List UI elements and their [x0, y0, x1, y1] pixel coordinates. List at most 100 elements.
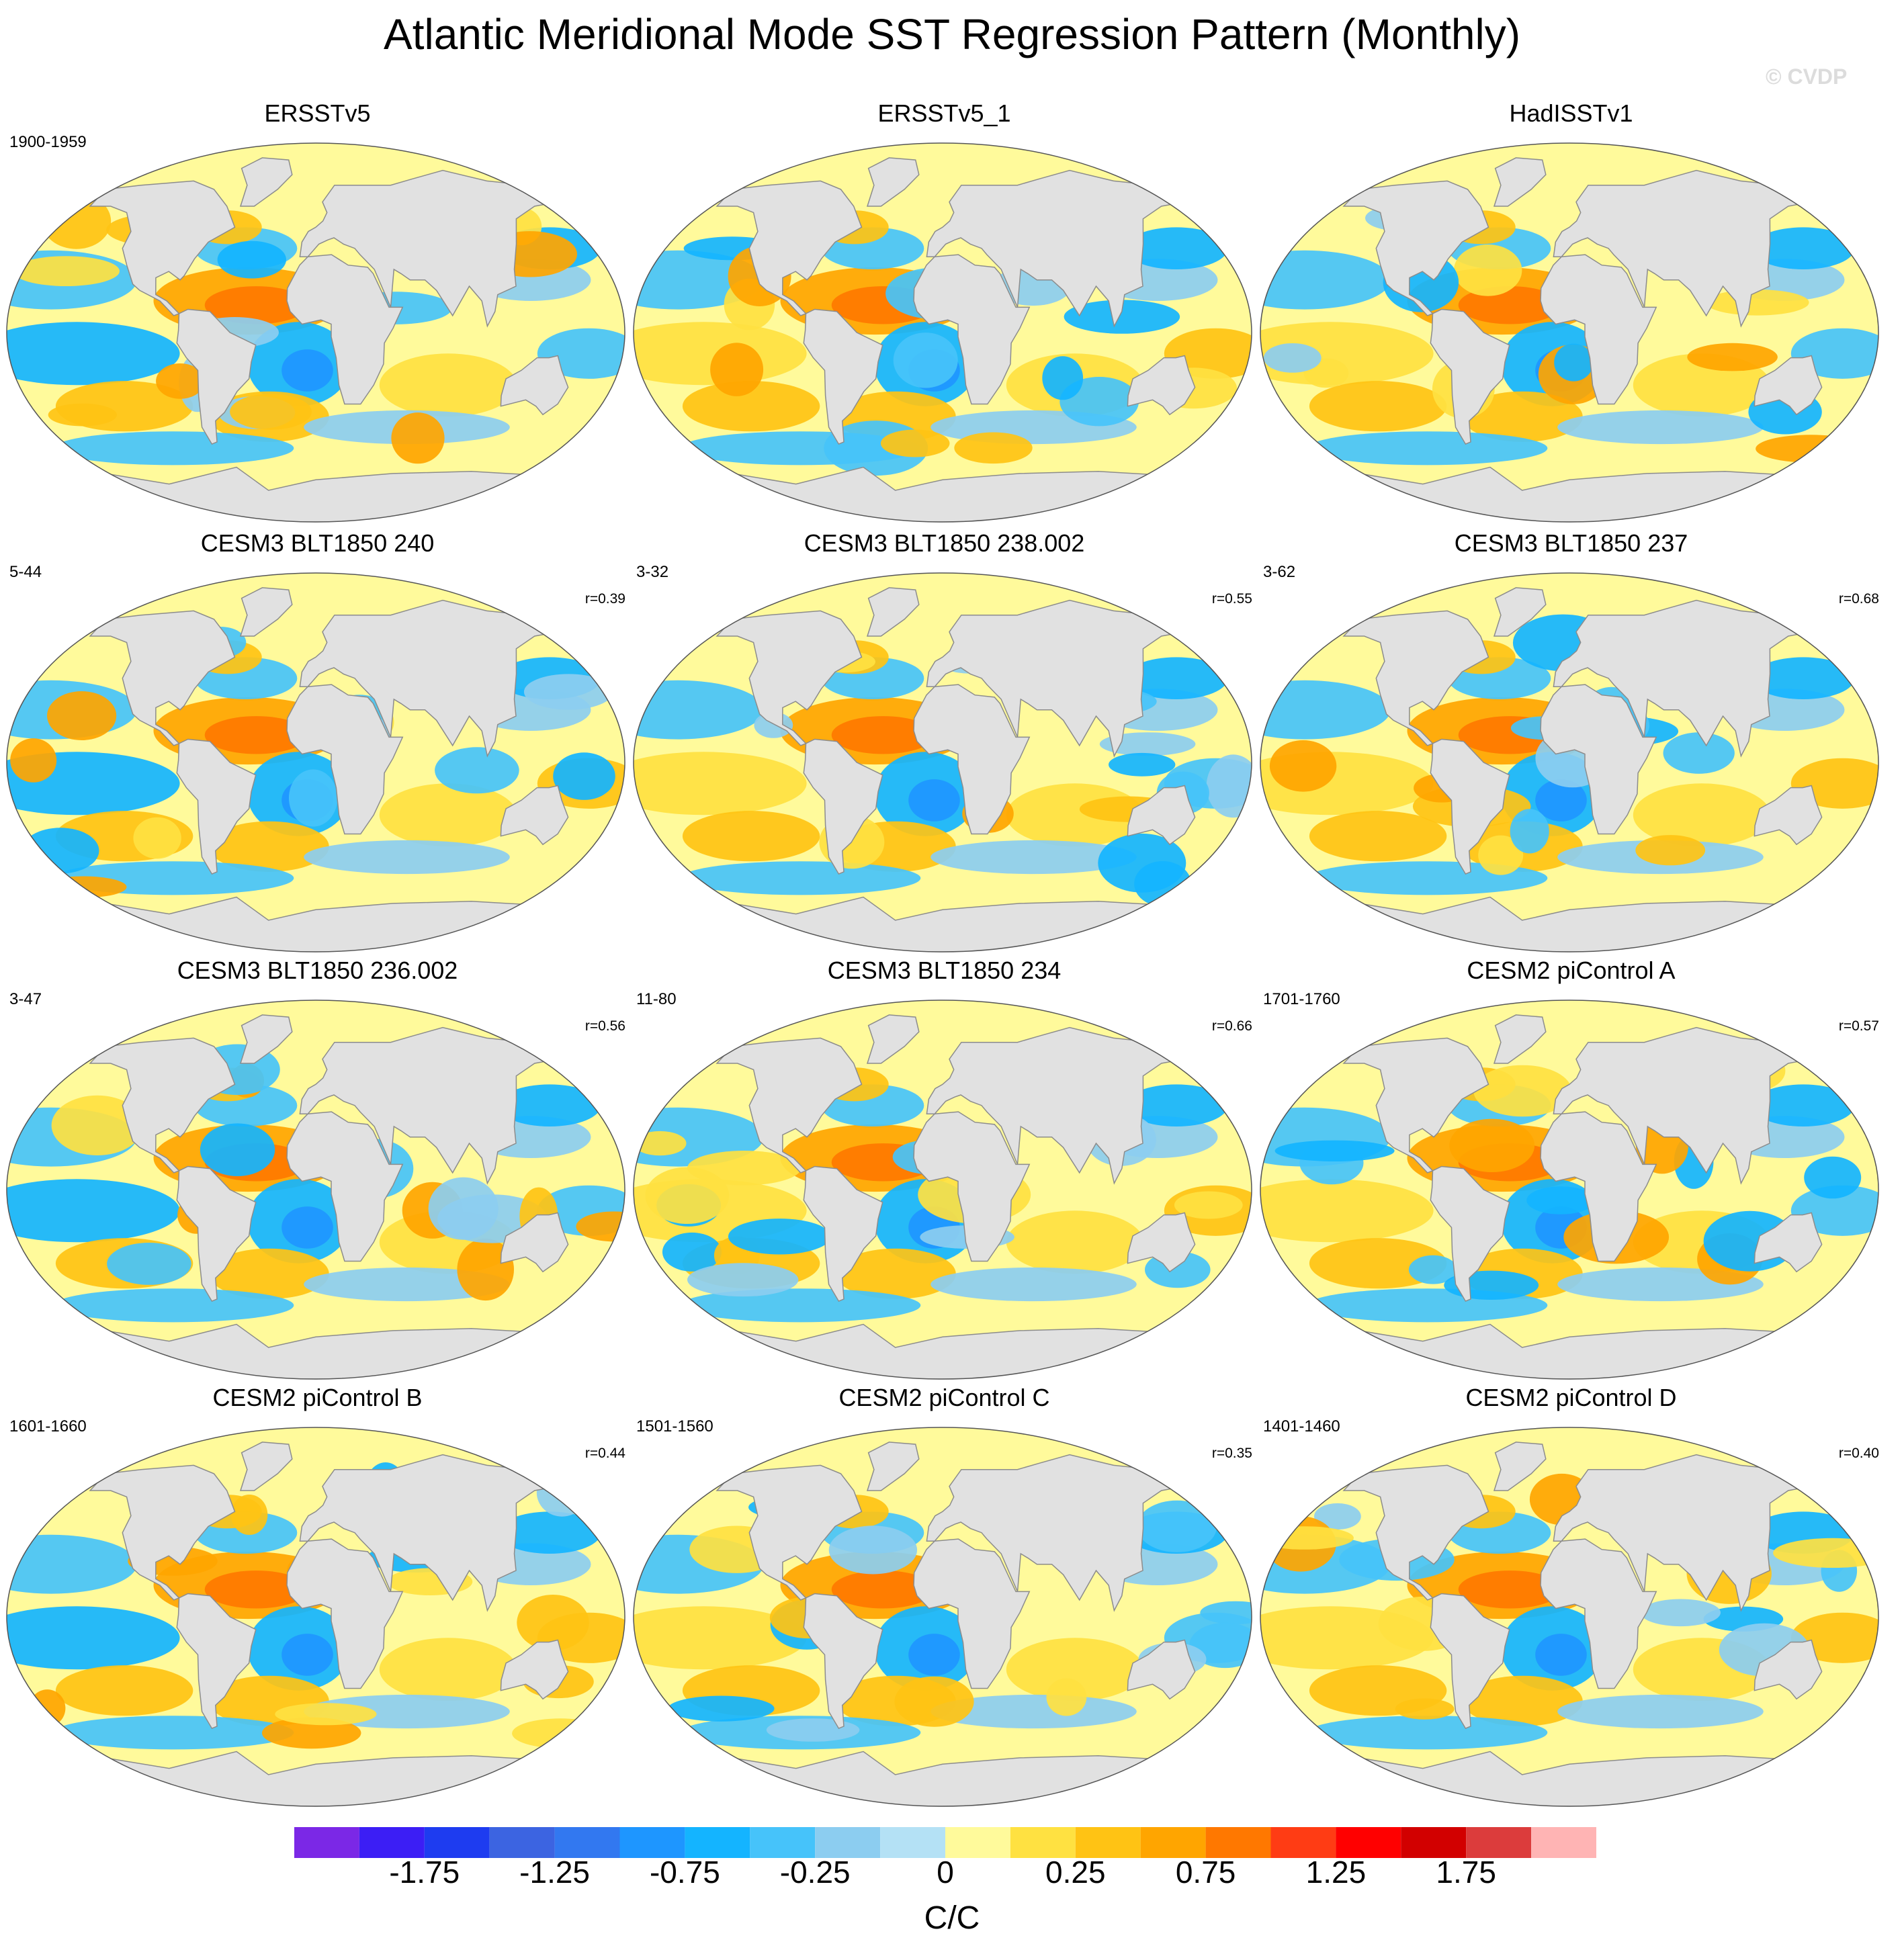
- map-border: [6, 142, 625, 523]
- sst-anomaly-patch: [931, 1267, 1137, 1302]
- sst-anomaly-patch: [12, 256, 120, 286]
- panel-title: ERSSTv5_1: [877, 99, 1011, 127]
- sst-anomaly-patch: [954, 432, 1033, 464]
- map-border: [6, 1427, 625, 1807]
- sst-anomaly-patch: [662, 1232, 722, 1272]
- panel-correlation: r=0.55: [1211, 591, 1252, 607]
- sst-anomaly-patch: [304, 840, 510, 875]
- sst-anomaly-patch: [553, 752, 615, 800]
- sst-anomaly-patch: [1137, 1500, 1217, 1552]
- sst-anomaly-patch: [1535, 1634, 1587, 1676]
- colorbar-box: [294, 1827, 359, 1858]
- sst-anomaly-patch: [1109, 752, 1176, 777]
- colorbar-box: [1401, 1827, 1467, 1858]
- colorbar-box: [1075, 1827, 1141, 1858]
- colorbar-box: [1205, 1827, 1271, 1858]
- panel-correlation: r=0.44: [585, 1446, 625, 1461]
- colorbar-box: [945, 1827, 1010, 1858]
- sst-anomaly-patch: [209, 821, 329, 872]
- panel-correlation: r=0.57: [1838, 1018, 1879, 1034]
- sst-regression-map: [633, 1427, 1252, 1807]
- sst-anomaly-patch: [634, 1131, 687, 1156]
- sst-anomaly-patch: [204, 286, 308, 324]
- sst-anomaly-patch: [217, 240, 286, 279]
- sst-anomaly-patch: [894, 1676, 974, 1727]
- sst-anomaly-patch: [379, 353, 517, 417]
- sst-anomaly-patch: [1274, 1140, 1395, 1161]
- panel-title: CESM3 BLT1850 236.002: [177, 957, 458, 984]
- sst-anomaly-patch: [1309, 381, 1447, 432]
- panel-title: HadISSTv1: [1509, 99, 1633, 127]
- colorbar-tick-label: -1.25: [519, 1855, 591, 1890]
- sst-regression-map: [6, 1000, 625, 1380]
- sst-anomaly-patch: [204, 1570, 308, 1609]
- sst-anomaly-patch: [1307, 1716, 1548, 1750]
- sst-anomaly-patch: [1478, 835, 1524, 875]
- map-panel: CESM2 piControl B 1601-1660 r=0.44: [0, 1378, 635, 1808]
- sst-anomaly-patch: [282, 1206, 333, 1249]
- map-panel: CESM3 BLT1850 238.002 3-32 r=0.55: [627, 524, 1262, 954]
- colorbar-tick-label: -1.75: [389, 1855, 460, 1890]
- panel-title: CESM3 BLT1850 240: [200, 529, 435, 557]
- sst-anomaly-patch: [1635, 835, 1706, 866]
- panel-correlation: r=0.66: [1211, 1018, 1252, 1034]
- sst-anomaly-patch: [682, 381, 820, 432]
- sst-anomaly-patch: [53, 431, 294, 466]
- sst-anomaly-patch: [634, 752, 807, 815]
- map-panel: ERSSTv5_1: [627, 94, 1262, 524]
- map-border: [1260, 142, 1879, 523]
- sst-regression-map: [6, 142, 625, 523]
- sst-anomaly-patch: [1307, 431, 1548, 466]
- sst-anomaly-patch: [908, 779, 960, 822]
- sst-regression-map: [633, 142, 1252, 523]
- colorbar-box: [1336, 1827, 1401, 1858]
- sst-anomaly-patch: [379, 783, 517, 847]
- cvdp-watermark: © CVDP: [1766, 64, 1848, 89]
- sst-anomaly-patch: [836, 1248, 956, 1299]
- panel-title: CESM3 BLT1850 234: [827, 957, 1062, 984]
- panel-years: 11-80: [636, 990, 677, 1008]
- sst-anomaly-patch: [1641, 1599, 1721, 1627]
- sst-anomaly-patch: [1099, 732, 1196, 756]
- sst-anomaly-patch: [1458, 1570, 1562, 1609]
- sst-anomaly-patch: [680, 1288, 921, 1323]
- sst-anomaly-patch: [7, 1606, 180, 1670]
- sst-anomaly-patch: [1790, 1185, 1878, 1236]
- map-border: [1260, 572, 1879, 953]
- colorbar-box: [554, 1827, 620, 1858]
- sst-anomaly-patch: [10, 738, 57, 783]
- colorbar-units: C/C: [924, 1900, 980, 1936]
- sst-anomaly-patch: [537, 328, 625, 379]
- sst-anomaly-patch: [209, 1248, 329, 1299]
- sst-anomaly-patch: [1046, 1678, 1087, 1716]
- sst-anomaly-patch: [1449, 1118, 1535, 1172]
- sst-regression-map: [633, 572, 1252, 953]
- land-mask: [1332, 1442, 1823, 1806]
- panel-title: CESM2 piControl B: [212, 1384, 423, 1411]
- sst-anomaly-patch: [1463, 1675, 1583, 1726]
- colorbar-tick-label: 1.75: [1436, 1855, 1496, 1890]
- sst-anomaly-patch: [1006, 1638, 1144, 1701]
- sst-anomaly-patch: [7, 322, 180, 386]
- sst-anomaly-patch: [1174, 1191, 1243, 1219]
- sst-regression-map: [633, 1000, 1252, 1380]
- sst-anomaly-patch: [1790, 758, 1878, 809]
- sst-anomaly-patch: [1790, 1612, 1878, 1663]
- panel-title: CESM2 piControl A: [1467, 957, 1676, 984]
- sst-anomaly-patch: [53, 1716, 294, 1750]
- sst-anomaly-patch: [682, 811, 820, 862]
- colorbar-box: [815, 1827, 881, 1858]
- panel-years: 3-32: [636, 563, 669, 581]
- map-border: [6, 1000, 625, 1380]
- colorbar-box: [685, 1827, 750, 1858]
- panel-title: ERSSTv5: [264, 99, 371, 127]
- sst-anomaly-patch: [1064, 300, 1180, 334]
- map-border: [633, 1000, 1252, 1380]
- panel-years: 1401-1460: [1263, 1417, 1340, 1435]
- sst-anomaly-patch: [1395, 1698, 1455, 1720]
- land-mask: [705, 1442, 1196, 1806]
- colorbar-tick-label: -0.25: [779, 1855, 851, 1890]
- sst-regression-map: [1260, 1427, 1879, 1807]
- sst-anomaly-patch: [1125, 1084, 1228, 1126]
- colorbar-box: [424, 1827, 490, 1858]
